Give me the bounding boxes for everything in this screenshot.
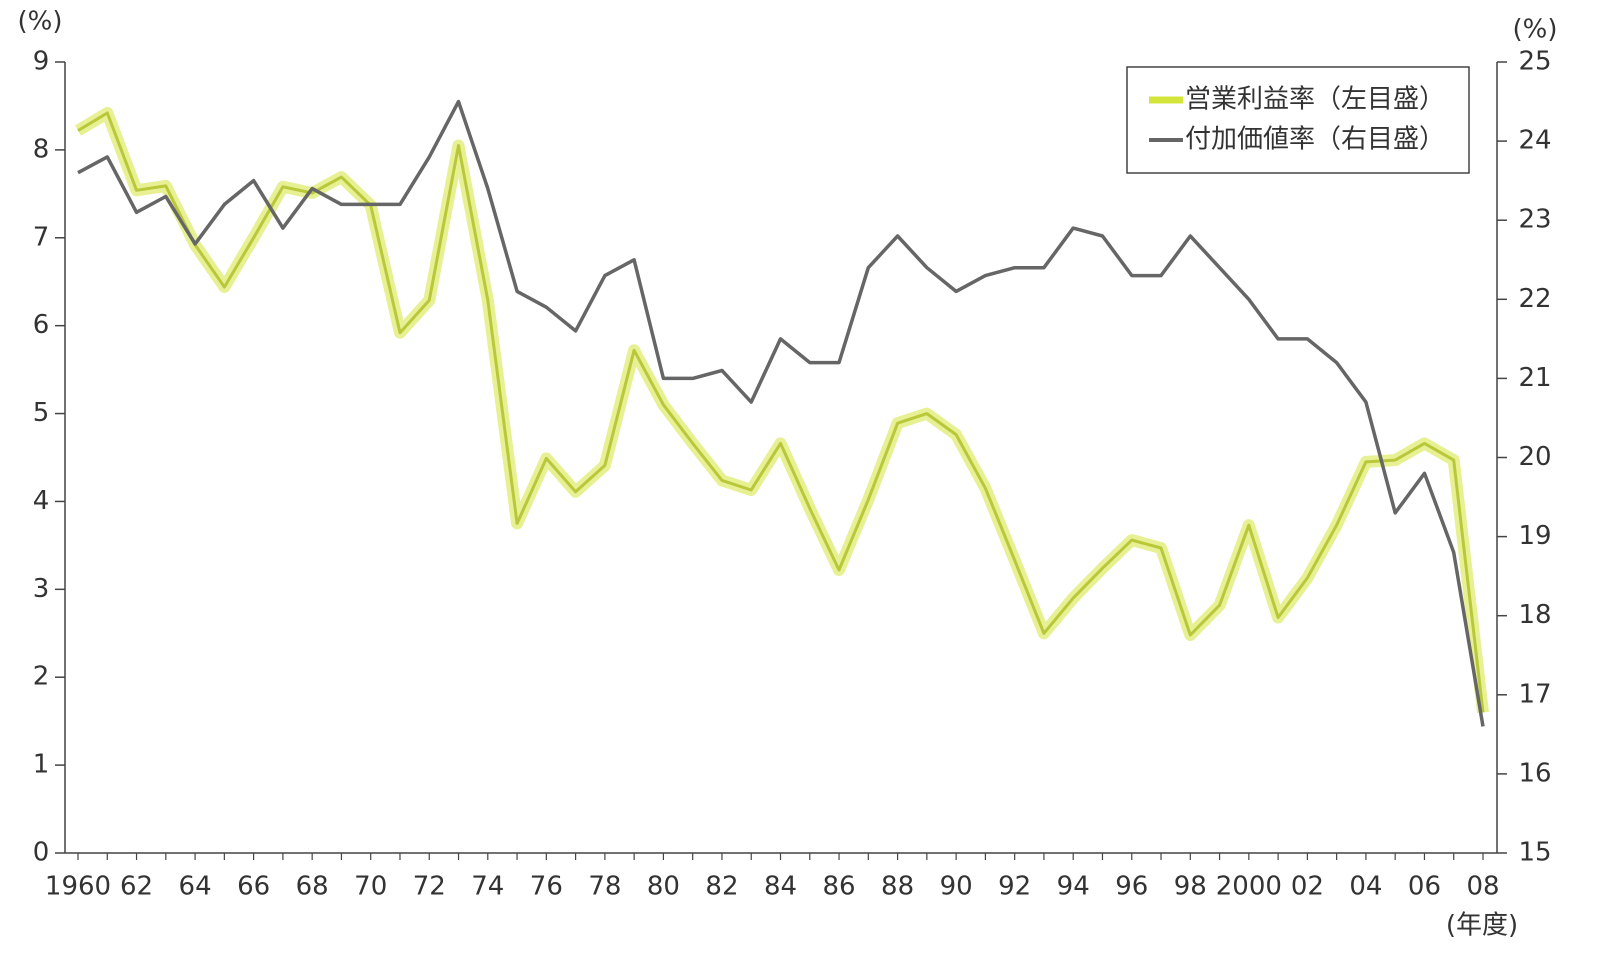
x-tick-label: 76 [530,872,563,902]
y2-tick-label: 21 [1518,363,1551,393]
y-tick-label: 3 [33,574,50,604]
y2-tick-label: 25 [1518,47,1551,77]
x-tick-label: 86 [822,872,855,902]
series-glow [74,107,1489,714]
y-tick-label: 5 [33,398,50,428]
x-tick-label: 68 [296,872,329,902]
x-tick-label: 82 [705,872,738,902]
y-tick-label: 0 [33,838,50,868]
y-tick-label: 4 [33,486,50,516]
x-tick-label: 02 [1291,872,1324,902]
y-tick-label: 8 [33,134,50,164]
y2-tick-label: 15 [1518,838,1551,868]
y-tick-label: 6 [33,310,50,340]
legend-label: 営業利益率（左目盛） [1185,85,1445,115]
x-tick-label: 72 [413,872,446,902]
x-tick-label: 78 [588,872,621,902]
y-tick-label: 9 [33,47,50,77]
x-tick-label: 62 [120,872,153,902]
x-tick-label: 94 [1057,872,1090,902]
x-tick-label: 06 [1408,872,1441,902]
x-tick-label: 64 [179,872,212,902]
y2-tick-label: 16 [1518,758,1551,788]
y-tick-label: 2 [33,662,50,692]
legend-box [1126,66,1470,174]
x-tick-label: 74 [471,872,504,902]
y2-tick-label: 22 [1518,284,1551,314]
y-tick-label: 1 [33,750,50,780]
x-tick-label: 92 [998,872,1031,902]
x-axis-label: (年度) [1446,911,1518,941]
y-axis-label: (%) [18,7,63,37]
y2-tick-label: 18 [1518,600,1551,630]
x-tick-label: 1960 [45,872,111,902]
x-tick-label: 84 [764,872,797,902]
x-tick-label: 2000 [1216,872,1282,902]
x-tick-label: 88 [881,872,914,902]
series-line [77,111,1485,713]
y2-tick-label: 23 [1518,205,1551,235]
x-tick-label: 70 [354,872,387,902]
y-tick-label: 7 [33,222,50,252]
x-tick-label: 80 [647,872,680,902]
series-line [77,99,1485,727]
y2-axis-label: (%) [1513,15,1558,45]
y2-tick-label: 24 [1518,126,1551,156]
x-tick-label: 98 [1174,872,1207,902]
x-tick-label: 96 [1115,872,1148,902]
y2-tick-label: 17 [1518,679,1551,709]
y2-tick-label: 19 [1518,521,1551,551]
x-tick-label: 66 [237,872,270,902]
x-tick-label: 04 [1349,872,1382,902]
x-tick-label: 08 [1466,872,1499,902]
legend-label: 付加価値率（右目盛） [1185,125,1445,155]
y2-tick-label: 20 [1518,442,1551,472]
x-tick-label: 90 [940,872,973,902]
